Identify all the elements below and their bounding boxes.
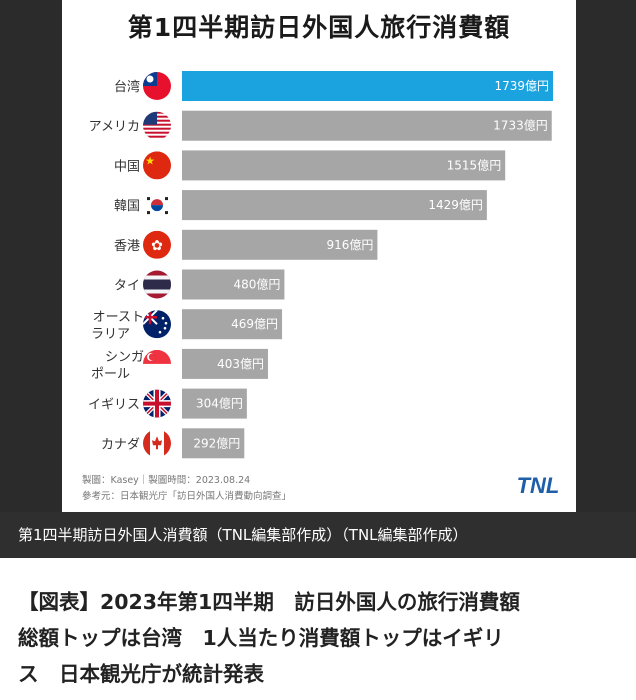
chart-title: 第1四半期訪日外国人旅行消費額 bbox=[127, 13, 511, 42]
value-label-5: 916億円 bbox=[327, 238, 374, 252]
uk-flag-icon bbox=[143, 389, 171, 418]
category-label-1: 台湾 bbox=[114, 79, 140, 95]
value-label-8: 403億円 bbox=[217, 357, 264, 371]
value-label-10: 292億円 bbox=[193, 436, 240, 450]
tnl-logo-text: TNL bbox=[517, 473, 560, 498]
image-caption: 第1四半期訪日外国人消費額（TNL編集部作成）（TNL編集部作成） bbox=[0, 512, 636, 558]
canada-flag-icon bbox=[143, 429, 171, 458]
category-label-8: シンガポール bbox=[91, 350, 144, 382]
category-label-4: 韓国 bbox=[114, 199, 140, 214]
bar-2 bbox=[182, 110, 552, 141]
bar-8 bbox=[182, 348, 268, 379]
value-label-1: 1739億円 bbox=[494, 79, 549, 93]
bar-chart: 1739億円 台湾 1733億円 アメリカ 1515億円 ★ 中国 1429億円 韓国 916億円… bbox=[88, 71, 553, 459]
tnl-logo: TNL bbox=[517, 473, 560, 498]
korea-flag-icon bbox=[143, 191, 171, 220]
hongkong-flag-icon: ✿ bbox=[143, 230, 171, 259]
category-label-5: 香港 bbox=[114, 239, 140, 254]
bar-1 bbox=[182, 71, 553, 101]
china-flag-icon: ★ bbox=[143, 151, 171, 180]
bar-4 bbox=[182, 190, 487, 221]
headline-line-1: 【図表】2023年第1四半期 訪日外国人の旅行消費額 bbox=[18, 590, 520, 614]
category-label-7: オーストラリア bbox=[91, 310, 144, 342]
svg-text:★: ★ bbox=[145, 154, 155, 167]
bar-7 bbox=[182, 309, 283, 340]
category-label-3: 中国 bbox=[114, 159, 140, 174]
bar-6 bbox=[182, 269, 285, 300]
value-label-9: 304億円 bbox=[196, 397, 243, 411]
headline-line-2: 総額トップは台湾 1人当たり消費額トップはイギリ bbox=[18, 626, 504, 650]
usa-flag-icon bbox=[143, 111, 171, 140]
category-label-2: アメリカ bbox=[89, 120, 140, 135]
value-label-3: 1515億円 bbox=[447, 158, 502, 172]
value-label-6: 480億円 bbox=[233, 278, 280, 292]
bar-3 bbox=[182, 150, 506, 181]
footer-source: 參考元：日本観光庁「訪日外国人消費動向調查」 bbox=[82, 491, 292, 502]
article-headline[interactable]: 【図表】2023年第1四半期 訪日外国人の旅行消費額 総額トップは台湾 1人当た… bbox=[18, 584, 623, 692]
headline-line-3: ス 日本観光庁が統計発表 bbox=[18, 662, 264, 686]
footer-credit: 製圖：Kasey｜製圖時間：2023.08.24 bbox=[82, 475, 251, 486]
thailand-flag-icon bbox=[143, 270, 171, 299]
bar-9 bbox=[182, 388, 247, 419]
svg-text:✿: ✿ bbox=[151, 238, 163, 254]
chart-card: 第1四半期訪日外国人旅行消費額 1739億円 台湾 1733億円 アメリカ 1515億円… bbox=[62, 0, 576, 512]
value-label-4: 1429億円 bbox=[428, 198, 483, 212]
taiwan-flag-icon bbox=[143, 72, 171, 100]
category-label-10: カナダ bbox=[101, 437, 140, 452]
category-label-6: タイ bbox=[114, 279, 140, 294]
singapore-flag-icon bbox=[143, 349, 171, 378]
bar-10 bbox=[182, 428, 245, 459]
value-label-2: 1733億円 bbox=[493, 119, 548, 133]
category-label-9: イギリス bbox=[88, 398, 140, 413]
australia-flag-icon bbox=[143, 310, 171, 339]
bar-5 bbox=[182, 229, 378, 260]
value-label-7: 469億円 bbox=[231, 317, 278, 331]
